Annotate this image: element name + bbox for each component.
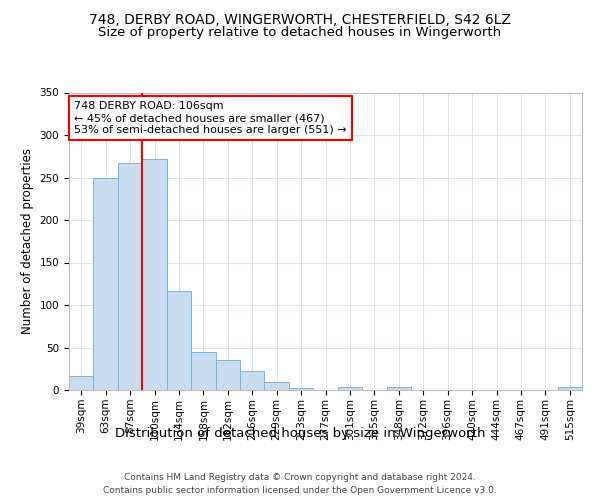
Text: Distribution of detached houses by size in Wingerworth: Distribution of detached houses by size …: [115, 428, 485, 440]
Bar: [215, 360, 240, 390]
Bar: [167, 290, 191, 390]
Y-axis label: Number of detached properties: Number of detached properties: [21, 148, 34, 334]
Bar: [240, 372, 265, 390]
Bar: [94, 178, 118, 390]
Bar: [557, 388, 582, 390]
Text: Size of property relative to detached houses in Wingerworth: Size of property relative to detached ho…: [98, 26, 502, 39]
Bar: [69, 376, 94, 390]
Bar: [289, 388, 313, 390]
Bar: [386, 388, 411, 390]
Text: 748, DERBY ROAD, WINGERWORTH, CHESTERFIELD, S42 6LZ: 748, DERBY ROAD, WINGERWORTH, CHESTERFIE…: [89, 12, 511, 26]
Text: Contains public sector information licensed under the Open Government Licence v3: Contains public sector information licen…: [103, 486, 497, 495]
Bar: [118, 163, 142, 390]
Bar: [142, 159, 167, 390]
Text: Contains HM Land Registry data © Crown copyright and database right 2024.: Contains HM Land Registry data © Crown c…: [124, 472, 476, 482]
Bar: [265, 382, 289, 390]
Bar: [191, 352, 215, 390]
Text: 748 DERBY ROAD: 106sqm
← 45% of detached houses are smaller (467)
53% of semi-de: 748 DERBY ROAD: 106sqm ← 45% of detached…: [74, 102, 347, 134]
Bar: [338, 386, 362, 390]
